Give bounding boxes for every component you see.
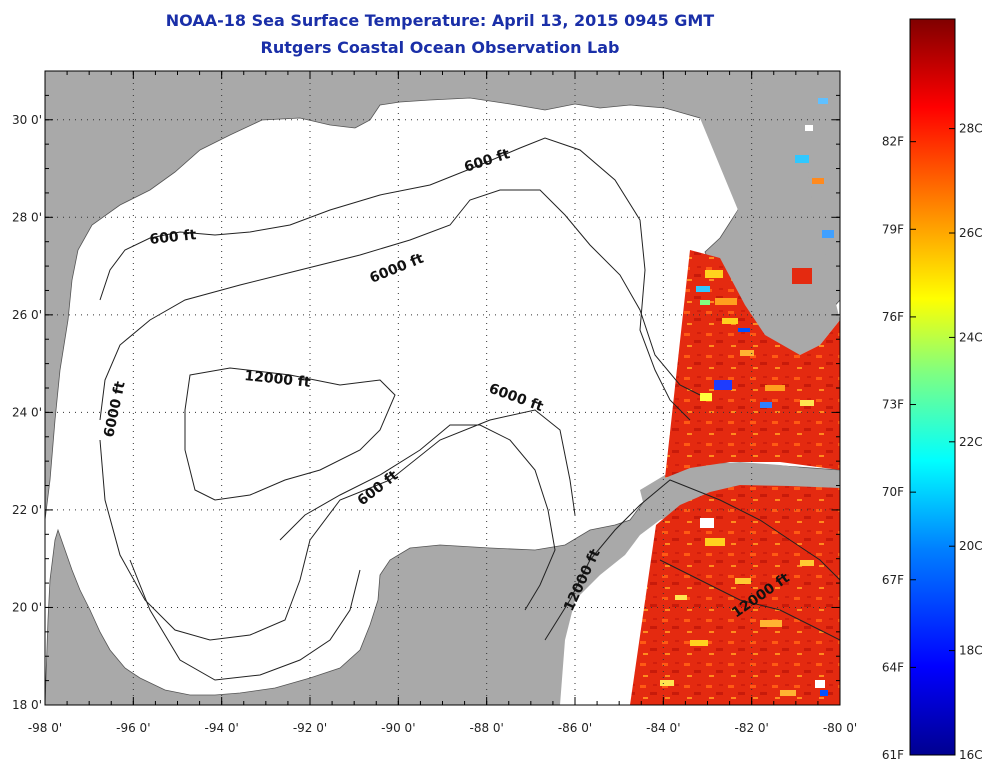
colorbar: 82F 79F 76F 73F 70F 67F 64F 61F 28C 26C 24C 22C 20C… bbox=[882, 18, 983, 762]
colorbar-c-label: 18C bbox=[959, 644, 983, 658]
colorbar-f-label: 73F bbox=[882, 398, 904, 412]
colorbar-celsius-labels: 28C 26C 24C 22C 20C 18C 16C bbox=[959, 122, 983, 762]
y-tick-label: 30 0' bbox=[12, 113, 42, 127]
colorbar-c-label: 26C bbox=[959, 226, 983, 240]
x-tick-label: -98 0' bbox=[28, 721, 62, 735]
contour-600ft-south bbox=[279, 424, 556, 611]
florida-peninsula bbox=[700, 78, 840, 355]
colorbar-f-label: 82F bbox=[882, 135, 904, 149]
contour-yucatan-shelf bbox=[129, 559, 361, 681]
contour-6000ft-south bbox=[99, 409, 576, 641]
colorbar-f-label: 76F bbox=[882, 310, 904, 324]
colorbar-gradient bbox=[909, 18, 956, 756]
colorbar-c-label: 24C bbox=[959, 330, 983, 344]
colorbar-f-label: 79F bbox=[882, 222, 904, 236]
x-tick-label: -84 0' bbox=[646, 721, 680, 735]
colorbar-f-label: 70F bbox=[882, 485, 904, 499]
x-tick-label: -90 0' bbox=[381, 721, 415, 735]
y-tick-label: 20 0' bbox=[12, 600, 42, 614]
bathymetry-contours bbox=[99, 137, 840, 681]
contour-label: 600 ft bbox=[149, 227, 198, 248]
colorbar-c-label: 16C bbox=[959, 748, 983, 762]
contour-east-swath bbox=[659, 559, 840, 641]
x-tick-label: -94 0' bbox=[204, 721, 238, 735]
x-tick-label: -80 0' bbox=[823, 721, 857, 735]
sst-swath bbox=[630, 98, 840, 705]
contour-12000ft bbox=[184, 367, 396, 501]
colorbar-c-label: 20C bbox=[959, 539, 983, 553]
x-axis-labels: -98 0' -96 0' -94 0' -92 0' -90 0' -88 0' -86 … bbox=[28, 721, 857, 735]
y-tick-label: 26 0' bbox=[12, 308, 42, 322]
contour-12000ft-east bbox=[544, 479, 840, 641]
contour-label: 12000 ft bbox=[244, 368, 312, 391]
grid-lines bbox=[45, 71, 840, 705]
contour-6000ft-north bbox=[99, 189, 701, 421]
colorbar-ticks bbox=[910, 128, 955, 756]
colorbar-f-label: 61F bbox=[882, 748, 904, 762]
contour-600ft-north bbox=[99, 137, 691, 421]
x-tick-label: -96 0' bbox=[116, 721, 150, 735]
y-tick-label: 18 0' bbox=[12, 698, 42, 712]
sst-speckles bbox=[660, 98, 834, 696]
y-tick-label: 28 0' bbox=[12, 210, 42, 224]
axis-ticks bbox=[44, 70, 841, 706]
map-area bbox=[45, 71, 840, 705]
figure-subtitle: Rutgers Coastal Ocean Observation Lab bbox=[260, 38, 620, 57]
y-tick-label: 24 0' bbox=[12, 405, 42, 419]
x-tick-label: -92 0' bbox=[293, 721, 327, 735]
y-axis-labels: 30 0' 28 0' 26 0' 24 0' 22 0' 20 0' 18 0' bbox=[12, 113, 42, 712]
x-tick-label: -82 0' bbox=[734, 721, 768, 735]
y-tick-label: 22 0' bbox=[12, 503, 42, 517]
colorbar-f-label: 64F bbox=[882, 660, 904, 674]
x-tick-label: -88 0' bbox=[469, 721, 503, 735]
colorbar-c-label: 22C bbox=[959, 435, 983, 449]
colorbar-fahrenheit-labels: 82F 79F 76F 73F 70F 67F 64F 61F bbox=[882, 135, 904, 762]
colorbar-f-label: 67F bbox=[882, 573, 904, 587]
x-tick-label: -86 0' bbox=[558, 721, 592, 735]
figure-title: NOAA-18 Sea Surface Temperature: April 1… bbox=[165, 11, 715, 30]
colorbar-c-label: 28C bbox=[959, 122, 983, 136]
